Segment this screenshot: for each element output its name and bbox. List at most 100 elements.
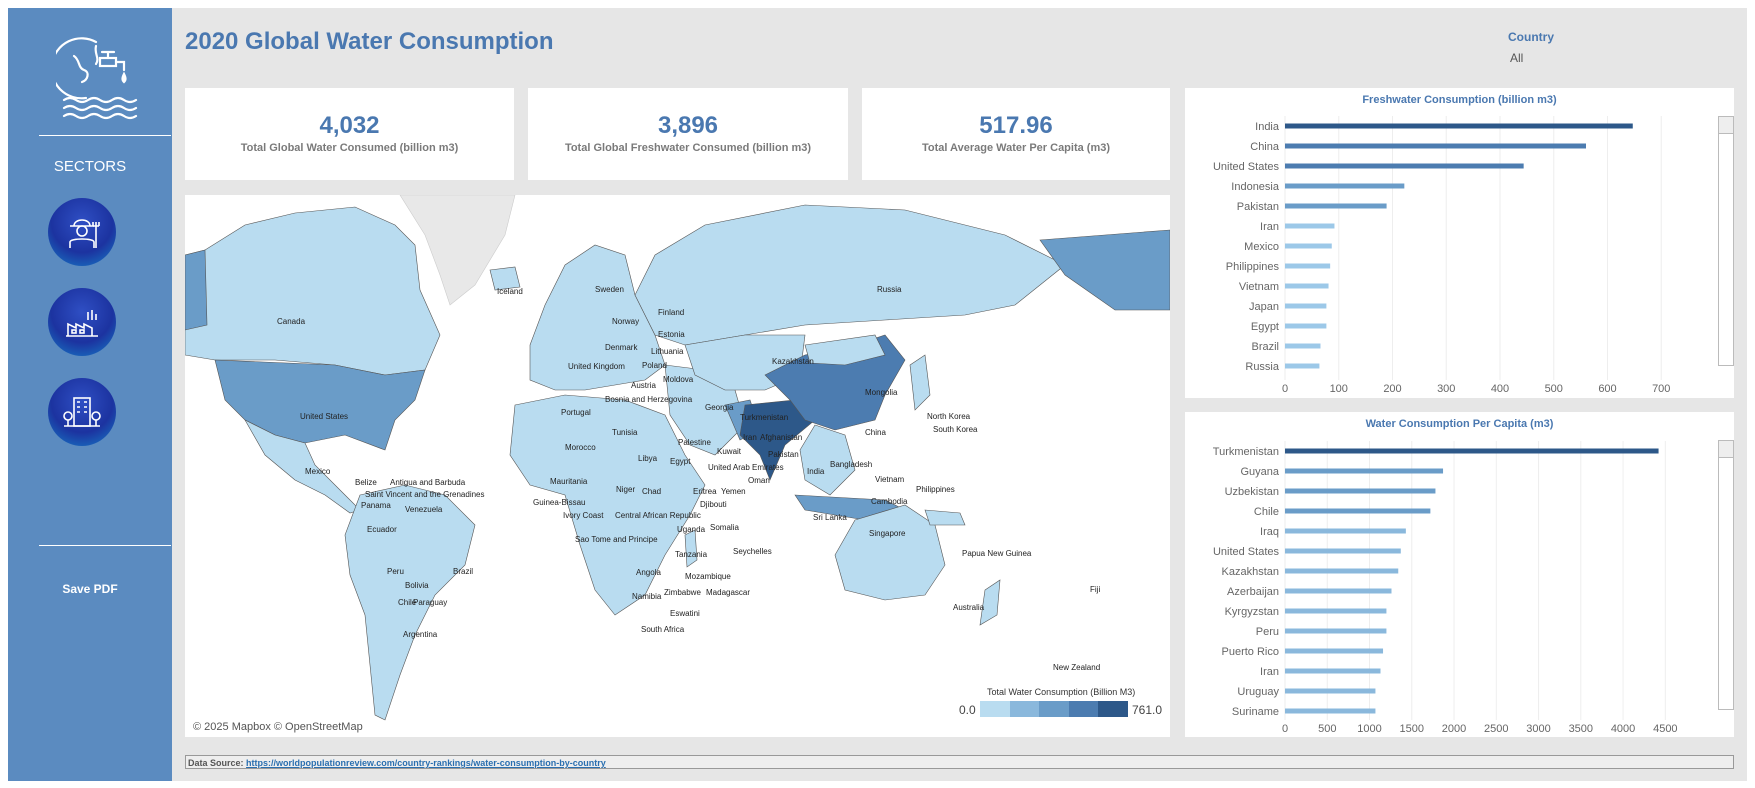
kpi-value: 3,896 xyxy=(657,112,719,139)
city-buildings-icon xyxy=(63,397,101,427)
bar[interactable] xyxy=(1285,343,1321,349)
freshwater-scrollbar[interactable] xyxy=(1718,116,1734,366)
map-label: Afghanistan xyxy=(760,433,803,442)
bar[interactable] xyxy=(1285,143,1586,149)
x-tick-label: 300 xyxy=(1437,383,1455,395)
map-label: Norway xyxy=(612,317,640,326)
category-label: Azerbaijan xyxy=(1227,586,1279,598)
category-label: Uruguay xyxy=(1237,686,1279,698)
bar[interactable] xyxy=(1285,323,1327,329)
map-label: Sao Tome and Principe xyxy=(575,535,658,544)
bar[interactable] xyxy=(1285,363,1320,369)
percapita-bar-chart[interactable]: 0 500 1000 1500 2000 2500 3000 3500 4000 4500 Turk… xyxy=(1185,412,1734,737)
map-label: Djibouti xyxy=(700,500,727,509)
bar[interactable] xyxy=(1285,283,1329,289)
map-label: United Kingdom xyxy=(568,362,625,371)
bar[interactable] xyxy=(1285,303,1327,309)
map-label: Central African Republic xyxy=(615,511,701,520)
bar[interactable] xyxy=(1285,648,1384,654)
x-tick-label: 2000 xyxy=(1442,723,1466,735)
map-label: Zimbabwe xyxy=(664,588,701,597)
kpi-label: Total Global Water Consumed (billion m3) xyxy=(240,142,459,154)
scrollbar-thumb[interactable] xyxy=(1719,117,1733,134)
category-label: Philippines xyxy=(1226,261,1280,273)
map-label: South Africa xyxy=(641,625,685,634)
kpi-card-total-water: 4,032 Total Global Water Consumed (billi… xyxy=(185,88,514,180)
map-label: Venezuela xyxy=(405,505,443,514)
bar[interactable] xyxy=(1285,688,1376,694)
bar[interactable] xyxy=(1285,448,1659,454)
map-label: United Arab Emirates xyxy=(708,463,784,472)
bar[interactable] xyxy=(1285,183,1405,189)
map-label: Bangladesh xyxy=(830,460,873,469)
agriculture-sector-button[interactable] xyxy=(48,198,116,266)
industry-sector-button[interactable] xyxy=(48,288,116,356)
map-label: Ecuador xyxy=(367,525,397,534)
map-color-legend xyxy=(980,701,1128,717)
bar[interactable] xyxy=(1285,203,1387,209)
map-label: Eswatini xyxy=(670,609,700,618)
country-filter-label: Country xyxy=(1508,30,1554,44)
sidebar-divider xyxy=(39,545,171,546)
data-source-link[interactable]: https://worldpopulationreview.com/countr… xyxy=(246,758,606,768)
bar[interactable] xyxy=(1285,488,1436,494)
bar[interactable] xyxy=(1285,528,1406,534)
percapita-scrollbar[interactable] xyxy=(1718,440,1734,710)
map-label: Moldova xyxy=(663,375,694,384)
sidebar: SECTORS Save PDF xyxy=(8,8,172,781)
category-label: Peru xyxy=(1256,626,1279,638)
bar[interactable] xyxy=(1285,668,1381,674)
bar[interactable] xyxy=(1285,708,1376,714)
category-label: United States xyxy=(1213,546,1280,558)
bar[interactable] xyxy=(1285,223,1335,229)
map-label: Morocco xyxy=(565,443,596,452)
map-label: Yemen xyxy=(721,487,746,496)
map-label: Kazakhstan xyxy=(772,357,814,366)
map-label: Turkmenistan xyxy=(740,413,789,422)
map-label: Mexico xyxy=(305,467,331,476)
scrollbar-thumb[interactable] xyxy=(1719,441,1733,458)
map-label: Seychelles xyxy=(733,547,772,556)
x-tick-label: 1000 xyxy=(1357,723,1381,735)
x-tick-label: 700 xyxy=(1652,383,1670,395)
bar[interactable] xyxy=(1285,508,1431,514)
category-label: Uzbekistan xyxy=(1225,486,1279,498)
bar[interactable] xyxy=(1285,588,1392,594)
world-choropleth-map[interactable]: Canada United States Mexico Belize Antig… xyxy=(185,195,1170,737)
water-globe-logo-icon xyxy=(50,36,140,120)
map-label: Paraguay xyxy=(413,598,448,607)
bar[interactable] xyxy=(1285,568,1399,574)
bar[interactable] xyxy=(1285,123,1633,129)
map-label: North Korea xyxy=(927,412,971,421)
x-tick-label: 3500 xyxy=(1569,723,1593,735)
category-label: United States xyxy=(1213,161,1280,173)
category-label: Vietnam xyxy=(1239,281,1279,293)
map-canvas[interactable] xyxy=(185,195,1170,737)
bar[interactable] xyxy=(1285,548,1401,554)
bar[interactable] xyxy=(1285,163,1524,169)
map-label: Georgia xyxy=(705,403,734,412)
domestic-sector-button[interactable] xyxy=(48,378,116,446)
category-label: Iran xyxy=(1260,666,1279,678)
legend-swatch xyxy=(980,701,1010,717)
category-label: Indonesia xyxy=(1231,181,1280,193)
bar[interactable] xyxy=(1285,243,1332,249)
map-label: Antigua and Barbuda xyxy=(390,478,466,487)
country-filter-dropdown[interactable]: All xyxy=(1510,51,1524,65)
freshwater-bar-chart[interactable]: 0 100 200 300 400 500 600 700 India China United S… xyxy=(1185,88,1734,398)
category-label: Brazil xyxy=(1251,341,1279,353)
bar[interactable] xyxy=(1285,468,1444,474)
map-attribution: © 2025 Mapbox © OpenStreetMap xyxy=(193,721,363,733)
map-label: Estonia xyxy=(658,330,685,339)
map-label: Peru xyxy=(387,567,404,576)
bar[interactable] xyxy=(1285,263,1331,269)
map-label: Kuwait xyxy=(717,447,742,456)
bar[interactable] xyxy=(1285,628,1387,634)
bar[interactable] xyxy=(1285,608,1387,614)
map-legend-min: 0.0 xyxy=(959,703,976,717)
category-label: Kyrgyzstan xyxy=(1225,606,1279,618)
category-label: China xyxy=(1250,141,1280,153)
map-label: Chad xyxy=(642,487,662,496)
x-tick-label: 400 xyxy=(1491,383,1509,395)
save-pdf-button[interactable]: Save PDF xyxy=(62,582,118,596)
